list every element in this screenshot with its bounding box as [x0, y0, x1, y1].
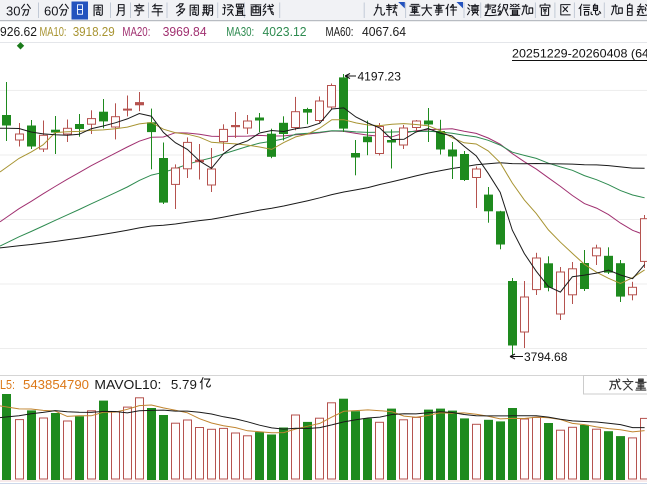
svg-text:4197.23: 4197.23	[358, 70, 402, 84]
svg-text:543854790: 543854790	[23, 378, 89, 392]
svg-text:L5:: L5:	[0, 378, 15, 392]
svg-text:3918.29: 3918.29	[73, 25, 115, 39]
svg-text:20251229-20260408 (64: 20251229-20260408 (64	[512, 47, 647, 61]
svg-text:926.62: 926.62	[0, 25, 37, 39]
svg-text:5.79: 5.79	[171, 378, 197, 392]
svg-text:MAVOL10:: MAVOL10:	[94, 378, 161, 392]
svg-text:MA30:: MA30:	[226, 25, 254, 39]
svg-text:3794.68: 3794.68	[524, 350, 568, 364]
svg-text:MA60:: MA60:	[326, 25, 354, 39]
svg-text:MA20:: MA20:	[122, 25, 150, 39]
svg-text:4067.64: 4067.64	[362, 25, 406, 39]
svg-text:4023.12: 4023.12	[263, 25, 307, 39]
svg-text:3969.84: 3969.84	[163, 25, 207, 39]
svg-text:60: 60	[44, 4, 58, 19]
svg-text:30: 30	[6, 4, 20, 19]
svg-text:MA10:: MA10:	[40, 25, 67, 39]
